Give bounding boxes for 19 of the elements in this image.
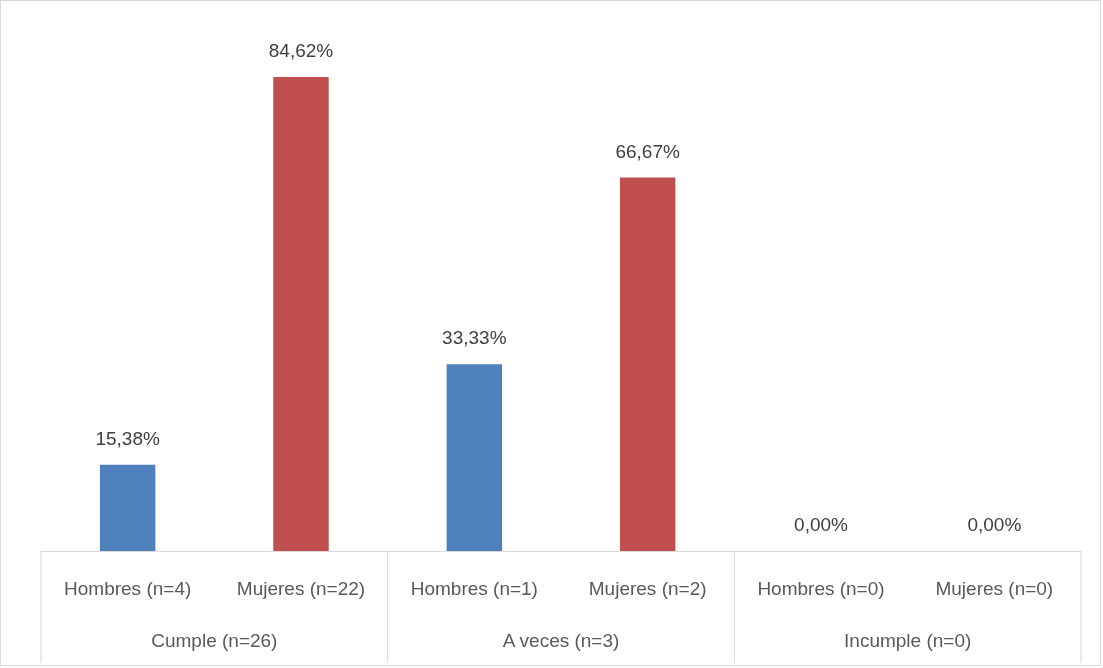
- bar: [446, 364, 503, 551]
- x-tick-label: Mujeres (n=0): [935, 577, 1054, 599]
- x-tick-label: Mujeres (n=22): [236, 577, 366, 599]
- data-label: 0,00%: [794, 514, 849, 535]
- data-label: 84,62%: [268, 40, 334, 61]
- x-tick-label: Hombres (n=0): [757, 577, 885, 599]
- x-tick-label: Hombres (n=4): [64, 577, 192, 599]
- data-label: 66,67%: [615, 140, 680, 162]
- text: Incumple (n=0): [844, 630, 972, 651]
- data-label: 0,00%: [967, 514, 1022, 535]
- x-tick-label: Hombres (n=1): [410, 577, 538, 599]
- bar: [99, 464, 156, 551]
- data-label: 33,33%: [442, 327, 507, 349]
- bar: [619, 177, 676, 551]
- bar: [273, 77, 329, 551]
- text: A veces (n=3): [502, 630, 620, 651]
- text: Cumple (n=26): [151, 630, 278, 651]
- data-label: 15,38%: [95, 427, 160, 449]
- x-tick-label: Mujeres (n=2): [588, 577, 707, 599]
